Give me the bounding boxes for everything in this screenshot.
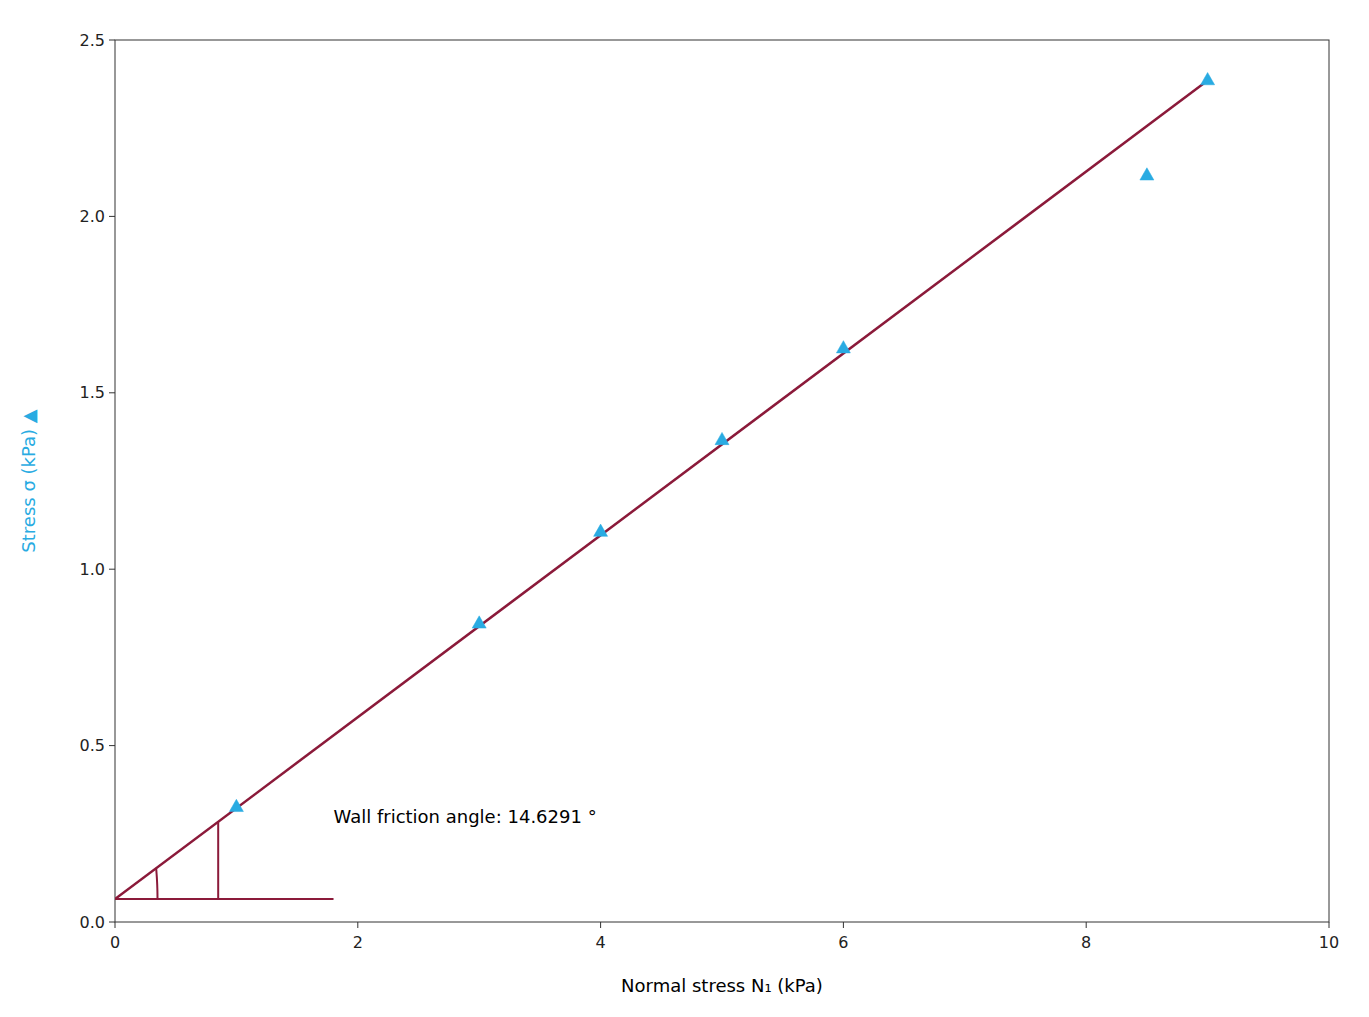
x-tick [357, 922, 358, 928]
x-tick-label: 8 [1081, 933, 1091, 952]
marker [1140, 168, 1154, 180]
x-tick-label: 10 [1319, 933, 1339, 952]
y-tick-label: 1.5 [80, 383, 105, 402]
chart: 0 2 4 6 8 10 0.0 0.5 1.0 1.5 2.0 2.5 Normal stress N… [0, 0, 1369, 1017]
angle-arc [156, 868, 157, 899]
x-axis-label: Normal stress N₁ (kPa) [621, 975, 823, 996]
axes: 0 2 4 6 8 10 0.0 0.5 1.0 1.5 2.0 2.5 [80, 31, 1340, 953]
x-tick [843, 922, 844, 928]
marker [715, 432, 729, 444]
background [0, 0, 1369, 1017]
y-tick-label: 0.0 [80, 913, 105, 932]
marker [1201, 73, 1215, 85]
angle-vertical [217, 822, 219, 899]
x-tick [115, 922, 116, 928]
y-tick [109, 745, 115, 746]
y-tick-label: 2.0 [80, 207, 105, 226]
y-axis-label: Stress σ (kPa) ▲ [18, 409, 39, 552]
angle-indicator [115, 822, 334, 899]
y-tick [109, 569, 115, 570]
marker [472, 616, 486, 628]
line [115, 81, 1208, 899]
x-tick-label: 0 [110, 933, 120, 952]
x-tick-label: 4 [596, 933, 606, 952]
x-tick [1329, 922, 1330, 928]
annotation: Wall friction angle: 14.6291 ° [334, 806, 597, 827]
marker [836, 341, 850, 353]
y-tick-label: 1.0 [80, 560, 105, 579]
x-tick-label: 6 [838, 933, 848, 952]
x-tick [1086, 922, 1087, 928]
x-tick [600, 922, 601, 928]
plot-data [115, 73, 1215, 900]
plot-frame [115, 40, 1329, 922]
y-tick-label: 2.5 [80, 31, 105, 50]
y-tick [109, 40, 115, 41]
x-tick-label: 2 [353, 933, 363, 952]
y-tick [109, 216, 115, 217]
y-tick-label: 0.5 [80, 736, 105, 755]
marker [229, 799, 243, 811]
y-tick [109, 922, 115, 923]
marker [594, 524, 608, 536]
angle-baseline [115, 898, 334, 900]
y-tick [109, 392, 115, 393]
